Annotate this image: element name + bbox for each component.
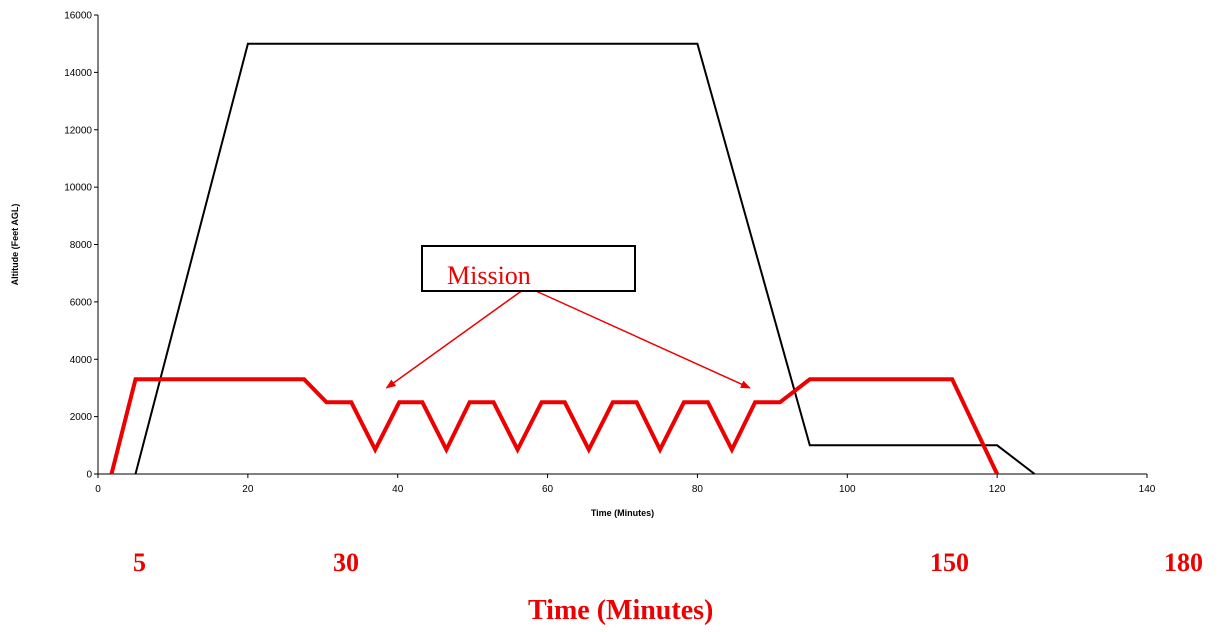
overlay-title: Time (Minutes) xyxy=(528,595,714,626)
series-line-1 xyxy=(134,42,1036,475)
x-tick-label: 40 xyxy=(392,484,404,495)
x-tick-label: 80 xyxy=(692,484,704,495)
y-tick-label: 2000 xyxy=(70,412,93,423)
overlay-label-5: 5 xyxy=(133,548,146,577)
y-tick-label: 12000 xyxy=(64,125,92,136)
y-axis-label: Altitude (Feet AGL) xyxy=(10,204,20,286)
overlay-label-180: 180 xyxy=(1164,548,1203,577)
mission-annotation-box: Mission xyxy=(421,245,636,292)
annotation-arrow-1 xyxy=(385,286,528,389)
y-tick-label: 0 xyxy=(86,470,92,481)
y-tick-label: 4000 xyxy=(70,355,93,366)
axes xyxy=(94,14,1148,478)
x-tick-label: 120 xyxy=(989,484,1006,495)
series-lines xyxy=(109,42,1036,475)
y-tick-label: 6000 xyxy=(70,297,93,308)
series-line-2 xyxy=(109,377,999,475)
y-tick-label: 14000 xyxy=(64,68,92,79)
x-tick-label: 0 xyxy=(95,484,101,495)
x-tick-label: 100 xyxy=(839,484,856,495)
annotation-arrow-2 xyxy=(526,286,751,389)
x-axis-label: Time (Minutes) xyxy=(591,508,654,518)
x-tick-label: 60 xyxy=(542,484,554,495)
mission-annotation-text: Mission xyxy=(447,261,531,290)
tick-labels: 0 2000 4000 6000 8000 10000 12000 14000 16000 0 20… xyxy=(64,11,1156,496)
overlay-label-30: 30 xyxy=(333,548,359,577)
y-tick-label: 8000 xyxy=(70,240,93,251)
x-tick-label: 140 xyxy=(1139,484,1156,495)
overlay-label-150: 150 xyxy=(930,548,969,577)
x-tick-label: 20 xyxy=(242,484,254,495)
y-tick-label: 16000 xyxy=(64,11,92,22)
y-tick-label: 10000 xyxy=(64,183,92,194)
annotation-arrows xyxy=(385,286,751,389)
